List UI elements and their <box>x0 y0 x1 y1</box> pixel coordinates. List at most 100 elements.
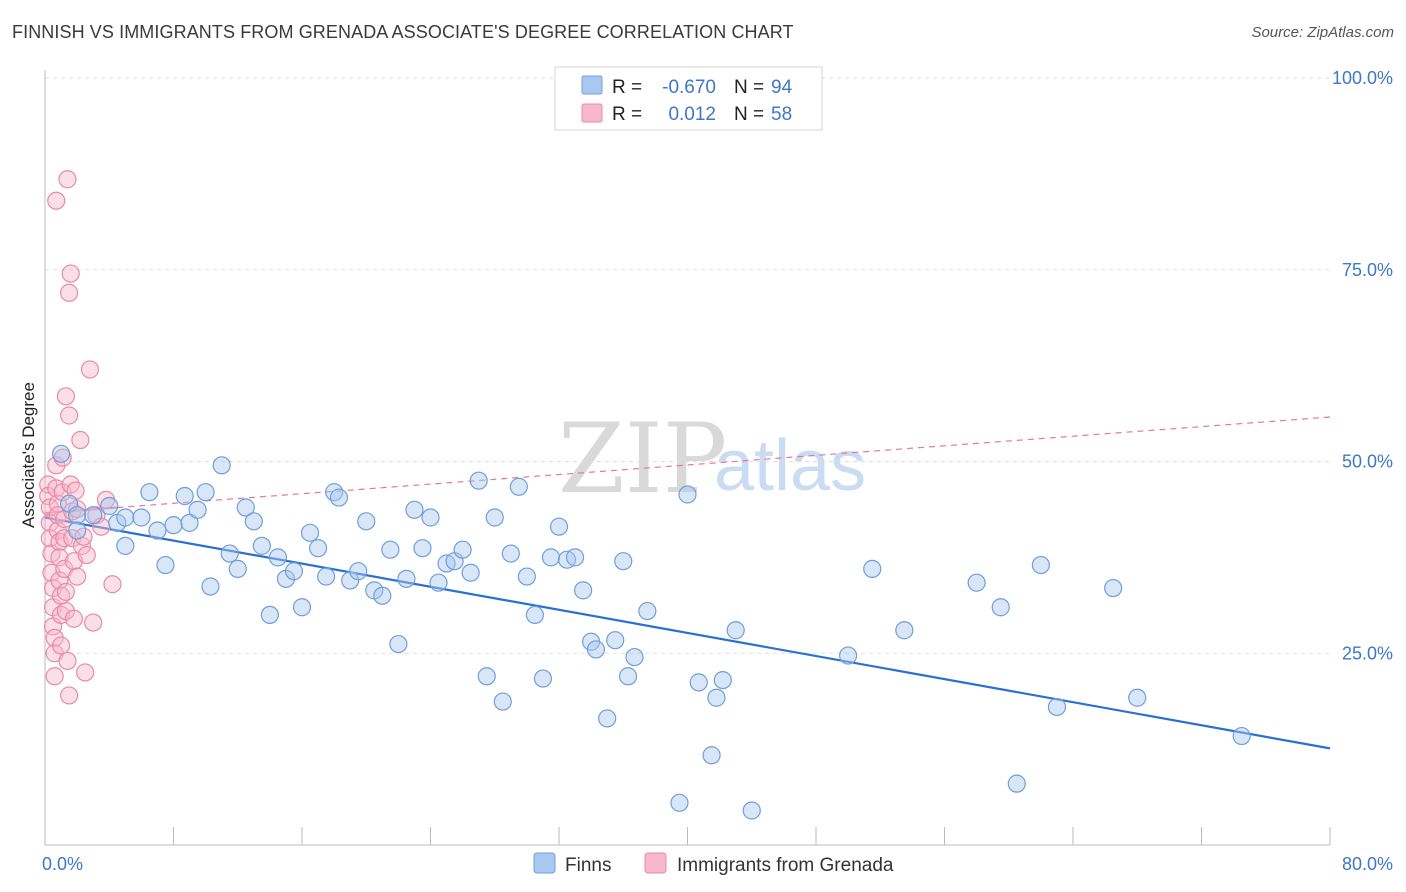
finns-point <box>1104 578 1123 598</box>
finns-point <box>268 548 288 567</box>
legend-n-value: 58 <box>771 104 792 125</box>
grenada-point <box>45 667 64 686</box>
finns-point <box>707 688 726 707</box>
finns-point <box>196 483 215 502</box>
finns-point <box>606 631 625 650</box>
y-tick-label: 50.0% <box>1342 452 1393 472</box>
grenada-point <box>58 170 77 189</box>
finns-point <box>397 569 416 588</box>
finns-point <box>713 670 732 690</box>
finns-point <box>678 485 697 504</box>
finns-point <box>1047 697 1067 717</box>
legend-label-grenada: Immigrants from Grenada <box>677 855 894 876</box>
finns-point <box>212 456 231 475</box>
legend-r-value: 0.012 <box>668 104 716 125</box>
grenada-point <box>103 575 122 594</box>
x-tick-label: 0.0% <box>42 854 83 874</box>
legend-n-label: N = <box>734 104 764 125</box>
finns-point <box>726 621 745 640</box>
finns-point <box>1128 688 1147 707</box>
grenada-point <box>59 283 79 302</box>
finns-point <box>565 548 585 567</box>
finns-point <box>517 567 536 586</box>
grenada-point <box>58 651 77 671</box>
finns-point <box>742 801 761 820</box>
legend-r-label: R = <box>612 77 642 98</box>
tick-labels: 25.0% 50.0% 75.0% 100.0% 0.0% 80.0% <box>42 68 1393 874</box>
finns-point <box>614 552 633 571</box>
grenada-point <box>59 686 79 705</box>
chart-title: FINNISH VS IMMIGRANTS FROM GRENADA ASSOC… <box>12 22 794 42</box>
finns-point <box>501 544 520 563</box>
finns-point <box>373 586 392 605</box>
grenada-point <box>61 264 80 283</box>
grenada-point <box>77 545 96 565</box>
finns-point <box>991 598 1010 617</box>
finns-point <box>236 498 255 517</box>
finns-point <box>175 486 194 506</box>
finns-point <box>284 562 304 581</box>
grenada-point <box>56 582 75 601</box>
finns-point <box>429 573 448 592</box>
finns-point <box>413 539 432 558</box>
finns-point <box>485 508 504 527</box>
watermark-atlas: atlas <box>714 426 866 506</box>
grenada-points <box>39 170 122 705</box>
grenada-point <box>80 360 100 379</box>
finns-point <box>228 559 247 578</box>
grenada-point <box>56 387 75 406</box>
finns-point <box>132 508 151 527</box>
legend-label-finns: Finns <box>565 855 611 876</box>
finns-point <box>453 540 472 559</box>
grenada-point <box>76 663 95 682</box>
finns-point <box>586 640 606 659</box>
finns-point <box>68 506 87 525</box>
grenada-trend-line-dashed <box>117 416 1331 509</box>
finns-point <box>618 667 638 686</box>
finns-point <box>573 581 593 600</box>
finns-point <box>260 605 279 625</box>
grenada-point <box>64 609 84 628</box>
finns-point <box>625 647 644 667</box>
finns-point <box>308 539 328 558</box>
finns-point <box>598 709 617 728</box>
series-legend: Finns Immigrants from Grenada <box>533 852 894 876</box>
watermark-zip: ZIP <box>558 403 727 515</box>
finns-point <box>349 562 368 581</box>
finns-point <box>863 559 882 578</box>
finns-point <box>702 746 721 765</box>
finns-point <box>1007 774 1026 793</box>
grenada-point <box>51 636 71 655</box>
finns-point <box>381 540 400 559</box>
finns-point <box>51 444 71 463</box>
legend-n-label: N = <box>734 77 764 98</box>
finns-trend-line <box>44 516 1331 750</box>
finns-point <box>469 471 488 490</box>
finns-point <box>638 601 657 621</box>
grenada-point <box>84 613 103 632</box>
finns-point <box>220 544 239 563</box>
y-tick-label: 75.0% <box>1342 260 1393 280</box>
finns-point <box>116 536 135 555</box>
correlation-legend: R = -0.670 N = 94 R = 0.012 N = 58 <box>554 66 823 131</box>
finns-point <box>525 605 545 625</box>
grenada-point <box>59 406 79 425</box>
finns-point <box>405 500 424 519</box>
finns-point <box>164 516 183 535</box>
x-tick-label: 80.0% <box>1342 854 1393 874</box>
finns-point <box>493 692 512 711</box>
finns-point <box>541 548 561 567</box>
finns-point <box>116 508 135 527</box>
finns-point <box>244 512 263 531</box>
legend-swatch-finns <box>533 852 556 874</box>
finns-point <box>895 621 914 640</box>
finns-point <box>549 517 569 536</box>
legend-swatch-grenada <box>581 103 603 123</box>
grenada-point <box>68 567 87 586</box>
finns-point <box>967 573 986 592</box>
axes <box>44 70 1331 846</box>
finns-point <box>180 513 199 532</box>
finns-point <box>670 793 689 812</box>
finns-point <box>300 523 320 542</box>
grenada-point <box>61 475 80 494</box>
